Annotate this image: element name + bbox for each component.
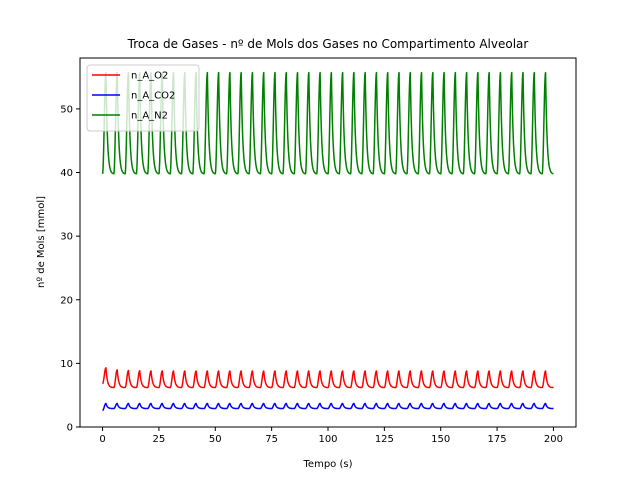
legend-label: n_A_O2 xyxy=(131,71,168,82)
x-tick-label: 150 xyxy=(431,434,450,445)
x-tick-label: 200 xyxy=(544,434,563,445)
x-axis-ticks: 0 25 50 75 100 125 150 175 200 xyxy=(99,427,563,445)
x-tick-label: 175 xyxy=(488,434,507,445)
x-tick-label: 100 xyxy=(318,434,337,445)
legend-label: n_A_CO2 xyxy=(131,91,175,102)
y-axis-ticks: 0 10 20 30 40 50 xyxy=(60,104,80,434)
y-tick-label: 20 xyxy=(60,295,73,306)
series-layer xyxy=(101,71,555,412)
y-tick-label: 40 xyxy=(60,168,73,179)
legend-label: n_A_N2 xyxy=(131,111,168,122)
series-line-n-a-co2 xyxy=(101,402,555,412)
y-axis-label: nº de Mols [mmol] xyxy=(36,196,47,288)
x-tick-label: 0 xyxy=(99,434,105,445)
x-tick-label: 25 xyxy=(153,434,166,445)
legend: n_A_O2 n_A_CO2 n_A_N2 xyxy=(86,64,200,132)
y-tick-label: 0 xyxy=(67,423,73,434)
x-tick-label: 75 xyxy=(265,434,278,445)
y-tick-label: 50 xyxy=(60,104,73,115)
y-tick-label: 30 xyxy=(60,232,73,243)
series-line-n-a-o2 xyxy=(101,367,555,389)
x-axis-label: Tempo (s) xyxy=(303,459,353,470)
x-tick-label: 125 xyxy=(375,434,394,445)
chart-title: Troca de Gases - nº de Mols dos Gases no… xyxy=(127,37,529,51)
series-line-n-a-n2 xyxy=(101,71,555,175)
x-tick-label: 50 xyxy=(209,434,222,445)
y-tick-label: 10 xyxy=(60,359,73,370)
